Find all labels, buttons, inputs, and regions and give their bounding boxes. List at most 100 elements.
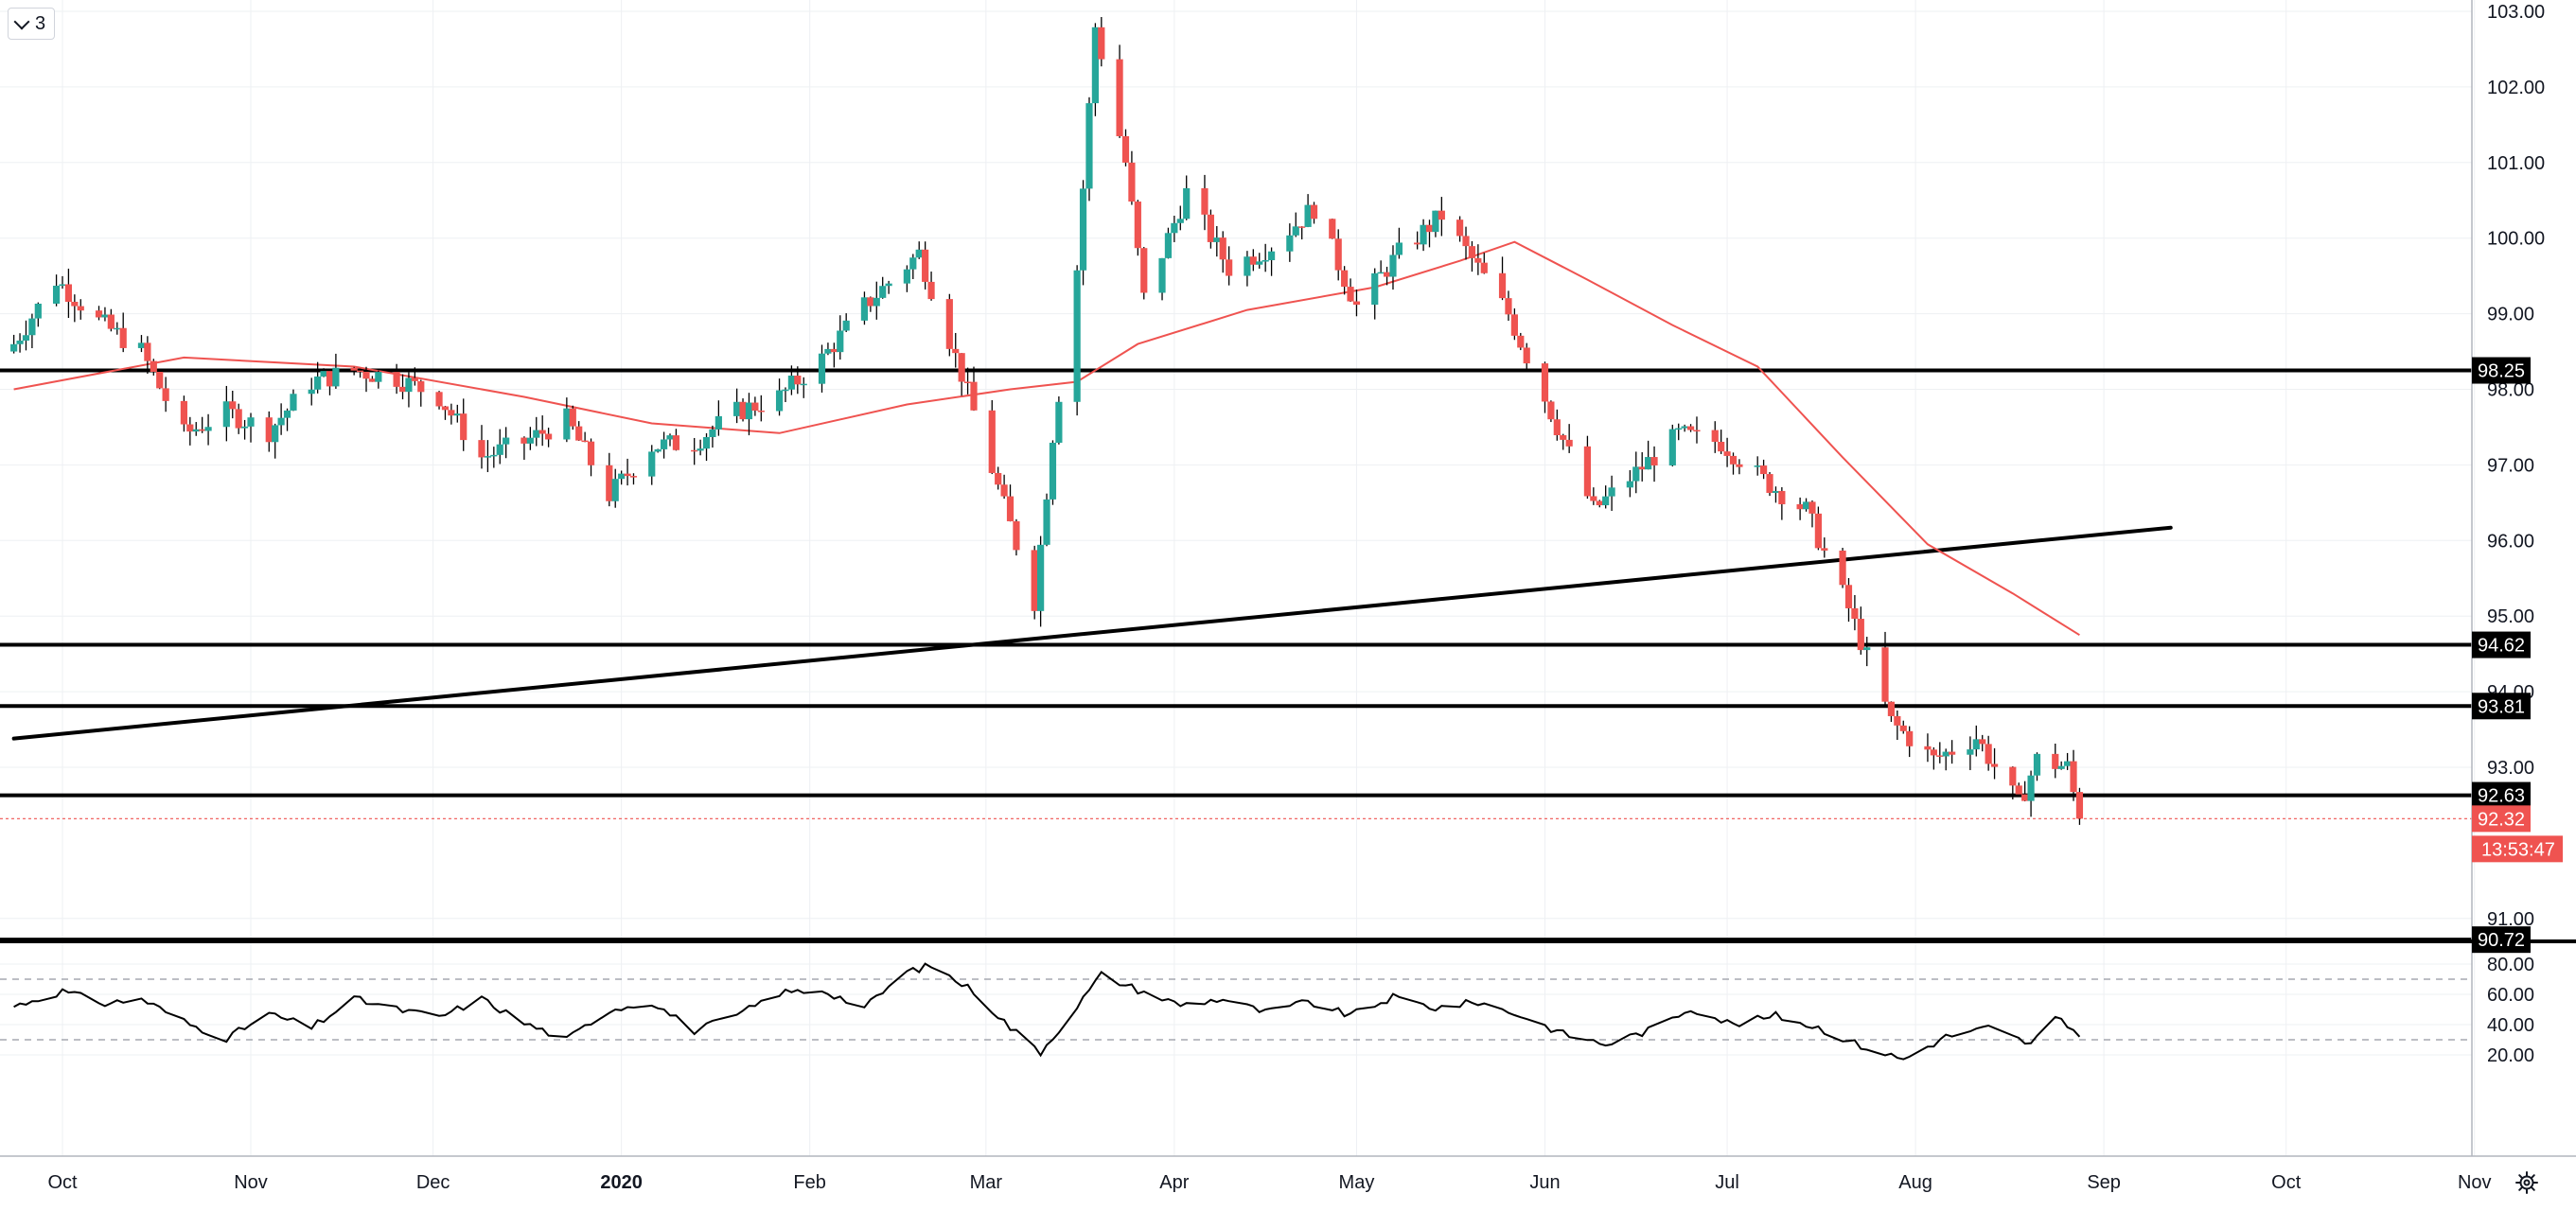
- price-marker[interactable]: 98.25: [2472, 357, 2531, 384]
- candle-body: [247, 417, 255, 427]
- candle-body: [1085, 103, 1093, 189]
- candle-body: [1121, 135, 1130, 163]
- candle: [1371, 268, 1379, 320]
- candle: [326, 370, 334, 395]
- candle-body: [842, 320, 850, 331]
- price-marker[interactable]: 94.62: [2472, 631, 2531, 658]
- time-axis[interactable]: Oct Nov Dec 2020 Feb Mar Apr May Jun Jul Aug Sep Oct…: [47, 1172, 2491, 1193]
- candle: [1942, 748, 1950, 771]
- candle-body: [1596, 500, 1603, 506]
- candle-body: [107, 314, 115, 329]
- candle: [2057, 761, 2065, 770]
- candle-body: [2064, 761, 2072, 766]
- candle-body: [922, 249, 929, 282]
- candle: [503, 427, 510, 459]
- candle: [1553, 409, 1561, 441]
- candle-body: [2009, 766, 2017, 786]
- price-marker[interactable]: 93.81: [2472, 693, 2531, 720]
- candle-body: [1590, 496, 1597, 501]
- candle: [1821, 537, 1828, 558]
- moving-average-line: [13, 240, 2080, 637]
- price-marker[interactable]: 92.63: [2472, 781, 2531, 809]
- candle-body: [144, 342, 151, 361]
- candle: [1541, 361, 1549, 413]
- countdown-marker: 13:53:47: [2472, 835, 2563, 863]
- candle-body: [1298, 226, 1306, 228]
- candle-body: [441, 406, 450, 411]
- candle-body: [775, 390, 784, 412]
- candle-body: [1249, 256, 1257, 265]
- candle: [1844, 578, 1853, 623]
- candle-body: [885, 283, 892, 287]
- candle: [775, 378, 784, 416]
- candle: [77, 299, 84, 320]
- candle: [1244, 251, 1251, 287]
- candle: [867, 296, 874, 312]
- candle: [222, 385, 230, 442]
- candle: [1000, 474, 1008, 500]
- candle-body: [405, 377, 413, 393]
- candle-body: [1924, 746, 1932, 750]
- time-axis-label: 2020: [600, 1172, 643, 1193]
- candle-body: [1000, 484, 1008, 497]
- price-axis-tick: 102.00: [2487, 78, 2545, 98]
- price-marker-box: [2472, 357, 2531, 384]
- candle: [1723, 437, 1731, 467]
- candle-body: [1140, 248, 1148, 293]
- candle-body: [533, 430, 540, 438]
- trend-line[interactable]: [11, 525, 2173, 741]
- candle-body: [915, 249, 923, 258]
- candle: [1201, 174, 1209, 231]
- candle-body: [1796, 503, 1804, 510]
- candle: [1899, 720, 1907, 734]
- candle-body: [1638, 466, 1646, 470]
- candle-body: [393, 372, 400, 387]
- candle-body: [1292, 226, 1299, 236]
- candle: [1079, 180, 1087, 286]
- legend-toggle[interactable]: 3: [8, 8, 55, 40]
- candle-body: [1857, 619, 1864, 651]
- price-marker[interactable]: 92.32: [2472, 805, 2531, 833]
- price-axis[interactable]: 103.00 102.00 101.00 100.00 99.00 98.00 97.00 9…: [2472, 2, 2563, 954]
- candle: [1924, 733, 1932, 763]
- candle: [751, 396, 759, 416]
- candle-body: [1821, 548, 1828, 551]
- time-axis-label: Oct: [47, 1172, 78, 1193]
- candle: [575, 421, 583, 442]
- time-axis-label: Dec: [416, 1172, 450, 1193]
- candle: [186, 416, 194, 446]
- time-axis-label: Nov: [234, 1172, 268, 1193]
- moving-average: [13, 240, 2080, 637]
- candle: [235, 403, 242, 434]
- candle-body: [1936, 755, 1944, 757]
- candle: [320, 368, 327, 377]
- candle: [1967, 736, 1974, 770]
- candle-body: [1055, 401, 1063, 443]
- candle: [277, 403, 285, 435]
- candle: [837, 315, 844, 360]
- candle-body: [1037, 544, 1045, 611]
- candle: [1686, 424, 1695, 432]
- price-marker-box: [2472, 805, 2531, 833]
- candle-body: [114, 327, 121, 330]
- candle: [22, 320, 30, 351]
- candle-body: [1158, 257, 1166, 293]
- rsi-axis[interactable]: 80.00 60.00 40.00 20.00: [2487, 955, 2534, 1066]
- candle: [1298, 226, 1306, 240]
- candle-body: [824, 348, 832, 354]
- candle-body: [715, 415, 722, 430]
- price-marker[interactable]: 90.72: [2472, 926, 2531, 954]
- settings-button[interactable]: [2508, 1164, 2546, 1202]
- candle-body: [1006, 496, 1015, 521]
- price-axis-tick: 95.00: [2487, 606, 2534, 627]
- candle: [490, 447, 498, 468]
- candle: [1164, 227, 1173, 259]
- trend-line-segment[interactable]: [11, 525, 2173, 741]
- candle-body: [1207, 214, 1214, 242]
- candle: [95, 306, 103, 321]
- candle-body: [320, 371, 327, 377]
- candle: [629, 473, 638, 485]
- candle-body: [1736, 464, 1743, 467]
- candle: [1013, 518, 1020, 556]
